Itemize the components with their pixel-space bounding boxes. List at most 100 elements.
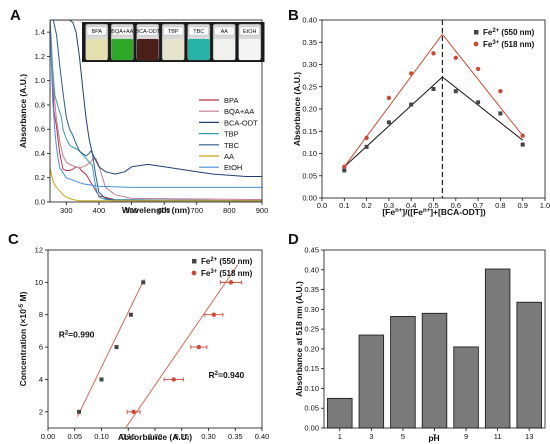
panel-a-frame (49, 19, 263, 203)
panel-a-x-tick-label: 500 (125, 206, 138, 215)
panel-a-y-tick-label: 1.0 (35, 76, 45, 85)
panel-a-y-tick-label: 0.4 (35, 149, 45, 158)
panel-c: 0.00 0.05 0.10 0.15 0.20 0.25 0.30 0.35 0.40 2 4 6… (18, 246, 269, 443)
panel-c-x-tick-label: 0.20 (148, 432, 163, 441)
panel-c-fe2-point (77, 409, 82, 414)
panel-a-y-tick-label: 0.0 (35, 198, 45, 207)
vial-label-text: TBP (168, 29, 179, 35)
panel-c-y-tick-label: 6 (39, 343, 43, 352)
panel-d-bar-ph-3 (358, 334, 385, 429)
panel-b-fe2-fit-line (343, 76, 524, 168)
panel-b-fe3-point (431, 51, 436, 56)
panel-d-bar-ph-11 (484, 268, 511, 429)
panel-b-legend-marker (473, 41, 479, 47)
panel-d-x-tick-label: 7 (432, 432, 436, 441)
panel-a-series-group (50, 20, 262, 202)
panel-b-fe3-point (453, 55, 458, 61)
panel-b-x-tick-label: 0.1 (339, 201, 349, 210)
panel-c-y-tick-label: 12 (35, 246, 43, 255)
panel-a-y-tick-label: 0.6 (35, 125, 45, 134)
panel-c-fe3-fit-line (125, 264, 239, 429)
panel-a-x-tick-label: 600 (158, 206, 171, 215)
panel-a-legend-label: TBP (224, 130, 239, 139)
panel-b-x-label-part: [Fe (382, 207, 395, 217)
panel-c-x-tick-label: 0.10 (94, 432, 109, 441)
panel-b-fe3-point (498, 89, 503, 94)
vial-label-text: AA (221, 29, 229, 35)
panel-d-y-tick-label: 0.10 (304, 384, 319, 393)
panel-b-x-tick-label: 0.2 (361, 201, 371, 210)
panel-b-fe3-fit-line (343, 33, 524, 168)
panel-a-plot-area (50, 20, 262, 202)
panel-d-plot-area (327, 268, 542, 429)
panel-c-fe2-point (128, 312, 133, 317)
panel-b-y-tick-label: 0.15 (302, 127, 317, 136)
panel-b-plot-area (342, 20, 525, 198)
panel-a-vial-photo: BPA BQA+AA BCA-ODT TBP TBC AA EtOH (82, 22, 265, 62)
panel-b-x-ticks: 0.0 0.1 0.2 0.3 0.4 0.5 0.6 0.7 0.8 0.9 1.0 (317, 198, 550, 210)
panel-b-legend: Fe2+ (550 nm) Fe3+ (518 nm) (473, 28, 535, 49)
panel-d-bar-ph-5 (390, 316, 416, 429)
vial-liquid (162, 39, 184, 60)
panel-b-y-tick-label: 0.30 (302, 60, 317, 69)
panel-d-y-tick-label: 0.00 (304, 424, 319, 433)
vial-liquid (188, 39, 210, 60)
panel-a-series-line-aa (50, 167, 262, 202)
panel-d-bar-ph-1 (327, 397, 353, 429)
panel-c-fe3-point (211, 312, 217, 317)
panel-b-fe3-point (409, 71, 414, 76)
panel-a-series-line-bpa (50, 20, 262, 202)
vial-liquid (86, 39, 108, 60)
panel-c-legend-marker (192, 259, 197, 264)
panel-c-fe3-point (171, 377, 176, 382)
panel-b-fe3-point (386, 95, 392, 101)
panel-c-x-tick-label: 0.35 (228, 432, 243, 441)
panel-a-legend-label: BCA-ODT (224, 118, 258, 127)
vial-liquid (239, 39, 261, 60)
vial-liquid (111, 39, 133, 60)
panel-a-x-tick-label: 400 (93, 206, 106, 215)
panel-c-r-squared-label: R2=0.940 (209, 370, 245, 380)
panel-b-y-tick-label: 0.05 (302, 171, 317, 180)
panel-a-series-line-etoh (50, 26, 262, 188)
panel-a-legend-label: BPA (224, 96, 238, 105)
panel-b-legend-marker (474, 30, 479, 35)
panel-a-legend-label: TBC (224, 141, 240, 150)
panel-c-x-tick-label: 0.05 (67, 432, 82, 441)
vial-label-sticker (214, 26, 235, 36)
panel-b-fe3-point (342, 164, 347, 170)
panel-a-y-tick-label: 0.2 (35, 173, 45, 182)
panel-c-fe2-point (141, 280, 146, 285)
panel-d-x-tick-label: 5 (401, 432, 405, 441)
panel-b-x-tick-label: 0.0 (317, 201, 327, 210)
panel-a-y-tick-label: 1.2 (35, 52, 45, 61)
panel-b-legend-label: Fe3+ (518 nm) (483, 40, 535, 49)
panel-b-fe2-point (520, 142, 525, 147)
vial-liquid (213, 39, 235, 60)
panel-c-letter: C (8, 231, 19, 248)
panel-b-fe2-point (453, 89, 458, 94)
panel-d-x-tick-label: 11 (494, 432, 502, 441)
panel-b-fe3-point (475, 66, 481, 72)
panel-b-fe2-point (409, 102, 414, 107)
panel-a-legend-label: AA (224, 152, 234, 161)
panel-b-y-tick-label: 0.10 (302, 149, 317, 158)
panel-b-x-tick-label: 0.7 (473, 201, 483, 210)
panel-b-fe2-point (342, 168, 347, 173)
panel-b-x-tick-label: 0.6 (451, 201, 461, 210)
panel-a-letter: A (10, 7, 21, 24)
panel-a-legend: BPA BQA+AA BCA-ODT TBP TBC AA EtOH (199, 96, 258, 172)
panel-c-fe2-fit-line (76, 278, 145, 417)
panel-c-legend-label: Fe3+ (518 nm) (201, 269, 253, 278)
panel-a-y-ticks: 0.0 0.2 0.4 0.6 0.8 1.0 1.2 1.4 (35, 28, 50, 207)
panel-c-x-tick-label: 0.30 (201, 432, 216, 441)
panel-a-x-tick-label: 300 (60, 206, 73, 215)
panel-b-fe2-point (364, 144, 369, 149)
vial-label-text: BPA (91, 29, 102, 35)
panel-b-x-tick-label: 0.9 (517, 201, 527, 210)
panel-c-x-tick-label: 0.15 (121, 432, 136, 441)
panel-b-legend-label: Fe2+ (550 nm) (483, 28, 535, 37)
panel-c-legend-marker (191, 270, 197, 276)
panel-b-x-tick-label: 0.3 (384, 201, 394, 210)
panel-d-bar-ph-9 (453, 346, 479, 429)
